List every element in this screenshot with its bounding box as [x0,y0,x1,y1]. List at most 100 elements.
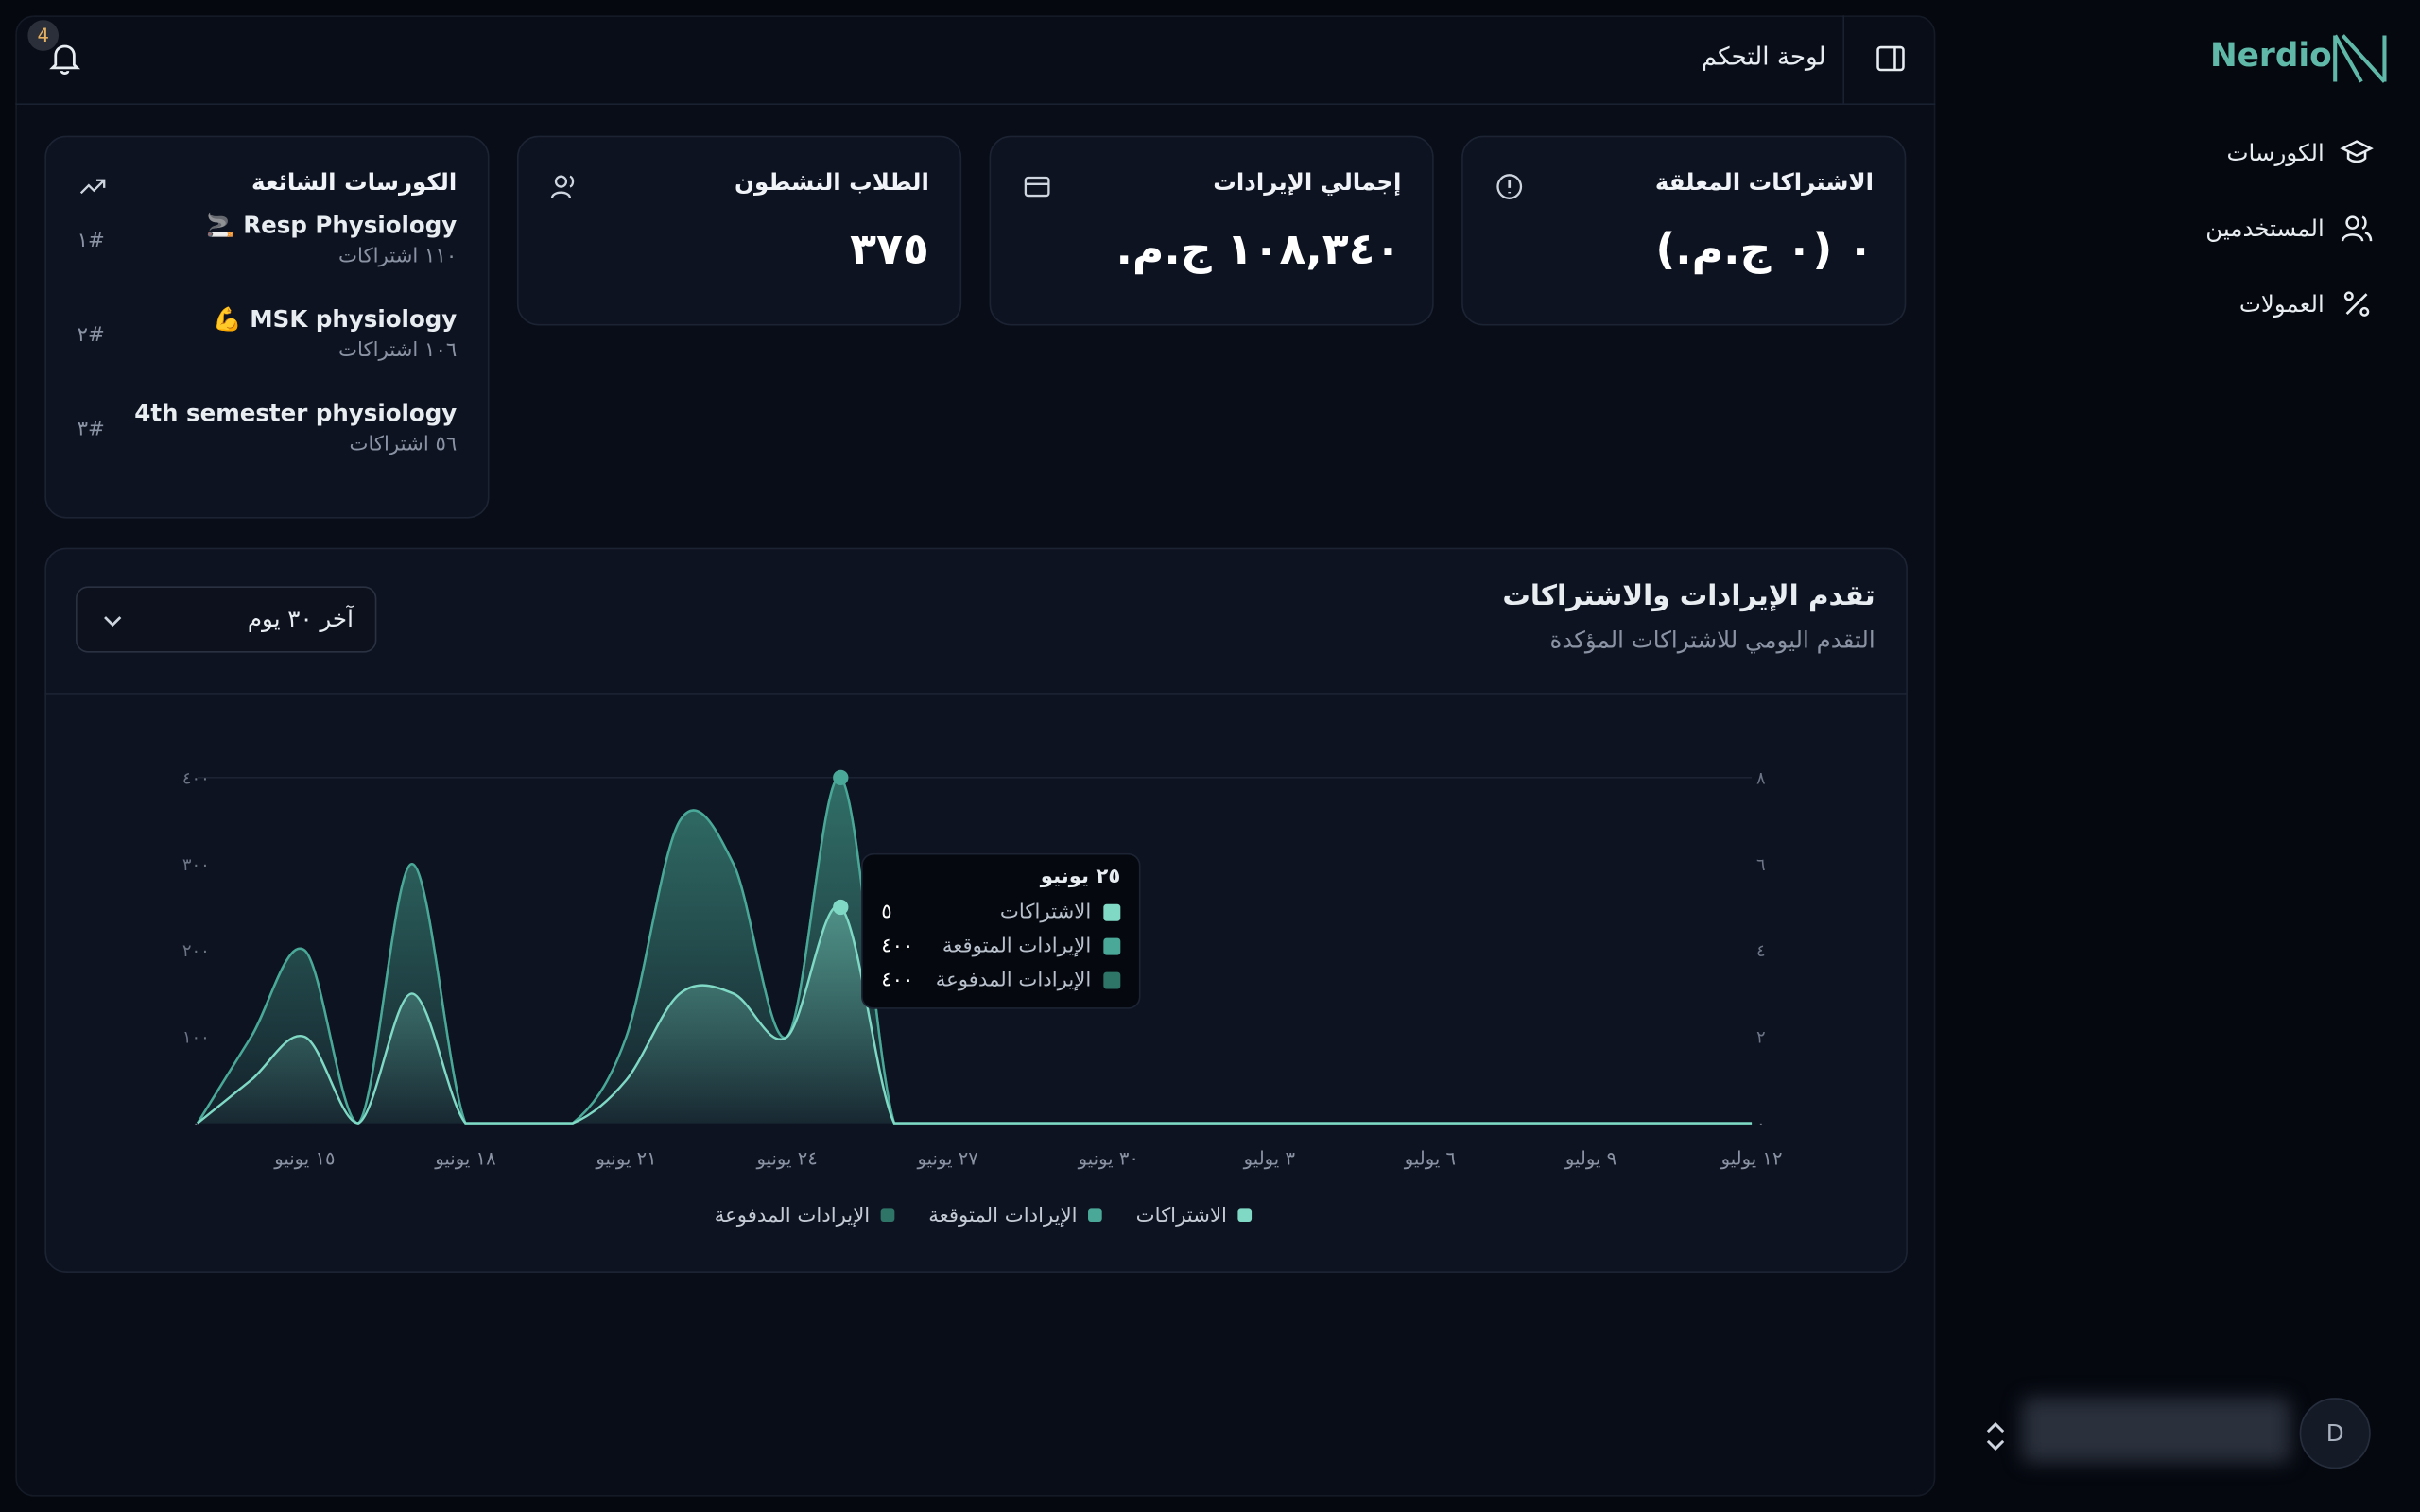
tooltip: ٢٥ يونيو الاشتراكات ٥ الإيرادات المتوقعة ٤٠… [861,852,1141,1009]
course-name: 4th semester physiology [134,399,458,428]
tooltip-label: الإيرادات المدفوعة [935,968,1092,991]
course-row[interactable]: 4th semester physiology ٥٦ اشتراكات #٣ [78,400,458,494]
tooltip-row: الاشتراكات ٥ [881,895,1121,929]
x-tick-label: ١٥ يونيو [273,1148,335,1170]
chart-divider [44,693,1908,695]
nav-item[interactable]: الكورسات [2226,136,2374,170]
stat-icon [1496,174,1523,199]
course-subscriptions: ١١٠ اشتراكات [338,245,458,269]
legend-swatch [1237,1208,1253,1223]
stat-card: إجمالي الإيرادات ١٠٨,٣٤٠ ج.م. [989,135,1434,326]
legend-label: الاشتراكات [1136,1204,1227,1228]
range-select[interactable]: آخر ٣٠ يوم [76,586,377,653]
nav-icon [2340,140,2374,163]
brand-logo [2333,34,2387,83]
course-row[interactable]: Resp Physiology 🚬 ١١٠ اشتراكات #١ [78,212,458,306]
stat-title: الاشتراكات المعلقة [1654,167,1875,197]
page-title: لوحة التحكم [1701,42,1826,72]
tooltip-label: الإيرادات المتوقعة [942,934,1092,958]
y2-tick-label: ٨ [1756,768,1766,788]
course-subscriptions: ٥٦ اشتراكات [349,433,458,457]
header-divider [15,103,1936,106]
nav-item[interactable]: المستخدمين [2205,212,2374,246]
course-rank: #٢ [77,323,105,348]
course-list: Resp Physiology 🚬 ١١٠ اشتراكات #١ MSK physi… [78,212,458,494]
stat-value: ٠ (٠ ج.م.) [1655,223,1875,275]
course-row[interactable]: MSK physiology 💪 ١٠٦ اشتراكات #٢ [78,305,458,400]
nav-label: المستخدمين [2205,214,2325,243]
y2-tick-label: ٤ [1756,941,1766,961]
y2-tick-label: ٢ [1756,1028,1766,1048]
user-name-blurred [2021,1398,2290,1463]
x-tick-label: ١٢ يوليو [1720,1148,1783,1170]
stat-title: إجمالي الإيرادات [1213,167,1402,197]
nav-icon [2343,291,2370,317]
y-tick-label: ٣٠٠ [182,855,210,875]
notifications-button[interactable] [46,40,83,77]
stat-value: ١٠٨,٣٤٠ ج.م. [1115,223,1402,275]
course-rank: #١ [77,230,105,253]
y-tick-label: ٠ [192,1114,201,1134]
x-tick-label: ٦ يوليو [1404,1148,1456,1170]
stat-value: ٣٧٥ [850,223,929,275]
tooltip-row: الإيرادات المتوقعة ٤٠٠ [881,929,1121,963]
highlight-point [833,769,849,786]
sidebar-toggle[interactable] [1874,42,1908,76]
popular-courses-card: الكورسات الشائعة Resp Physiology 🚬 ١١٠ اش… [44,135,490,519]
notification-badge: 4 [27,20,60,51]
header-separator [1842,15,1845,104]
x-tick-label: ٣ يوليو [1243,1148,1295,1170]
tooltip-title: ٢٥ يونيو [1040,865,1121,889]
legend-swatch [880,1208,895,1223]
tooltip-value: ٤٠٠ [881,934,914,958]
tooltip-swatch [1103,971,1121,988]
user-menu-toggle[interactable] [1983,1419,2008,1453]
user-avatar[interactable]: D [2299,1398,2371,1469]
trend-icon [79,179,106,195]
legend-label: الإيرادات المدفوعة [715,1204,870,1228]
chart: ٠ ١٠٠ ٢٠٠ ٣٠٠ ٤٠٠ ٠ ٢ ٤ ٦ ٨ ١٥ يونيو ١٨ يونيو ٢١ يون… [182,768,1783,1228]
tooltip-rows: الاشتراكات ٥ الإيرادات المتوقعة ٤٠٠ الإيرادا… [881,895,1121,997]
course-subscriptions: ١٠٦ اشتراكات [338,339,458,363]
tooltip-value: ٥ [881,900,892,924]
tooltip-row: الإيرادات المدفوعة ٤٠٠ [881,963,1121,997]
chart-subtitle: التقدم اليومي للاشتراكات المؤكدة [1549,626,1876,655]
y2-tick-label: ٦ [1756,855,1766,875]
course-name: MSK physiology 💪 [213,305,458,334]
course-rank: #٣ [77,418,105,441]
x-tick-label: ٣٠ يونيو [1078,1148,1139,1170]
chart-title: تقدم الإيرادات والاشتراكات [1502,579,1876,613]
tooltip-swatch [1103,902,1121,920]
nav-label: الكورسات [2226,138,2325,167]
series-line [197,904,1753,1125]
tooltip-value: ٤٠٠ [881,968,914,991]
x-tick-label: ٩ يوليو [1564,1148,1616,1170]
chevron-icon [104,616,122,627]
highlight-point [833,899,849,916]
legend-label: الإيرادات المتوقعة [928,1204,1077,1228]
brand: Nerdio [2209,37,2332,75]
range-select-label: آخر ٣٠ يوم [247,605,354,633]
card-title: الكورسات الشائعة [251,167,458,197]
nav-icon [2341,215,2373,242]
tooltip-swatch [1103,936,1121,954]
stat-icon [550,175,575,199]
x-tick-label: ٢١ يونيو [595,1148,656,1170]
stat-icon [1024,176,1050,198]
legend-swatch [1088,1208,1102,1223]
stat-title: الطلاب النشطون [735,167,929,197]
stat-card: الطلاب النشطون ٣٧٥ [516,135,962,326]
y-tick-label: ١٠٠ [182,1028,210,1048]
stat-card: الاشتراكات المعلقة ٠ (٠ ج.م.) [1461,135,1907,326]
x-tick-label: ١٨ يونيو [434,1148,495,1170]
y-tick-label: ٤٠٠ [182,768,210,788]
y2-tick-label: ٠ [1756,1114,1766,1134]
nav-item[interactable]: العمولات [2239,287,2374,321]
tooltip-label: الاشتراكات [999,900,1092,924]
y-tick-label: ٢٠٠ [182,941,210,961]
x-tick-label: ٢٧ يونيو [917,1148,978,1170]
x-tick-label: ٢٤ يونيو [755,1148,817,1170]
nav-label: العمولات [2238,289,2325,318]
